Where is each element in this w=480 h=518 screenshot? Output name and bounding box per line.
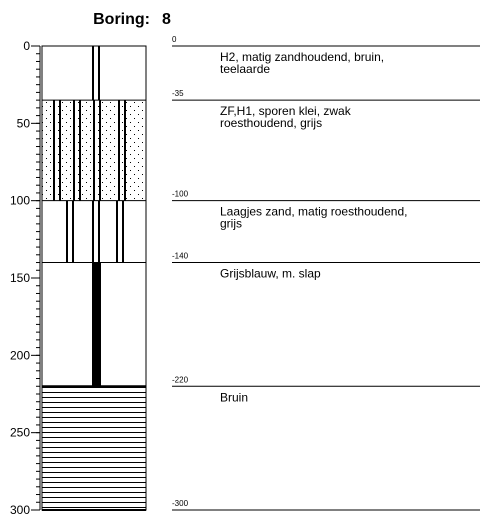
column-border: [41, 45, 147, 511]
layer-description: ZF,H1, sporen klei, zwak: [220, 104, 352, 118]
symbol-line: [92, 200, 94, 263]
symbol-line: [98, 46, 100, 101]
layer-description: Grijsblauw, m. slap: [220, 267, 321, 281]
symbol-line: [93, 100, 95, 201]
header-number: 8: [162, 11, 171, 28]
symbol-line: [116, 200, 118, 263]
tick-label: 50: [17, 116, 31, 130]
depth-label: -35: [172, 89, 184, 98]
clay-pattern: [42, 386, 146, 510]
symbol-line: [72, 200, 74, 263]
tick-label: 150: [10, 271, 30, 285]
depth-label: -300: [172, 499, 189, 508]
depth-label: -220: [172, 375, 189, 384]
layer-description: grijs: [220, 217, 242, 231]
layer-description: roesthoudend, grijs: [220, 116, 322, 130]
symbol-line: [73, 100, 75, 201]
symbol-line: [59, 100, 61, 201]
depth-label: 0: [172, 35, 177, 44]
tick-label: 100: [10, 194, 30, 208]
tick-label: 300: [10, 503, 30, 517]
layer-description: H2, matig zandhoudend, bruin,: [220, 50, 384, 64]
symbol-line: [122, 200, 124, 263]
symbol-line: [79, 100, 81, 201]
layer-description: Laagjes zand, matig roesthoudend,: [220, 205, 407, 219]
depth-label: -140: [172, 252, 189, 261]
symbol-thick: [92, 262, 101, 387]
symbol-line: [53, 100, 55, 201]
tick-label: 250: [10, 426, 30, 440]
symbol-line: [118, 100, 120, 201]
symbol-line: [66, 200, 68, 263]
symbol-line: [98, 200, 100, 263]
depth-label: -100: [172, 190, 189, 199]
header-label: Boring:: [93, 11, 150, 28]
symbol-line: [124, 100, 126, 201]
symbol-line: [99, 100, 101, 201]
symbol-line: [92, 46, 94, 101]
layer-description: Bruin: [220, 390, 248, 404]
tick-label: 200: [10, 348, 30, 362]
tick-label: 0: [23, 39, 30, 53]
layer-description: teelaarde: [220, 62, 270, 76]
